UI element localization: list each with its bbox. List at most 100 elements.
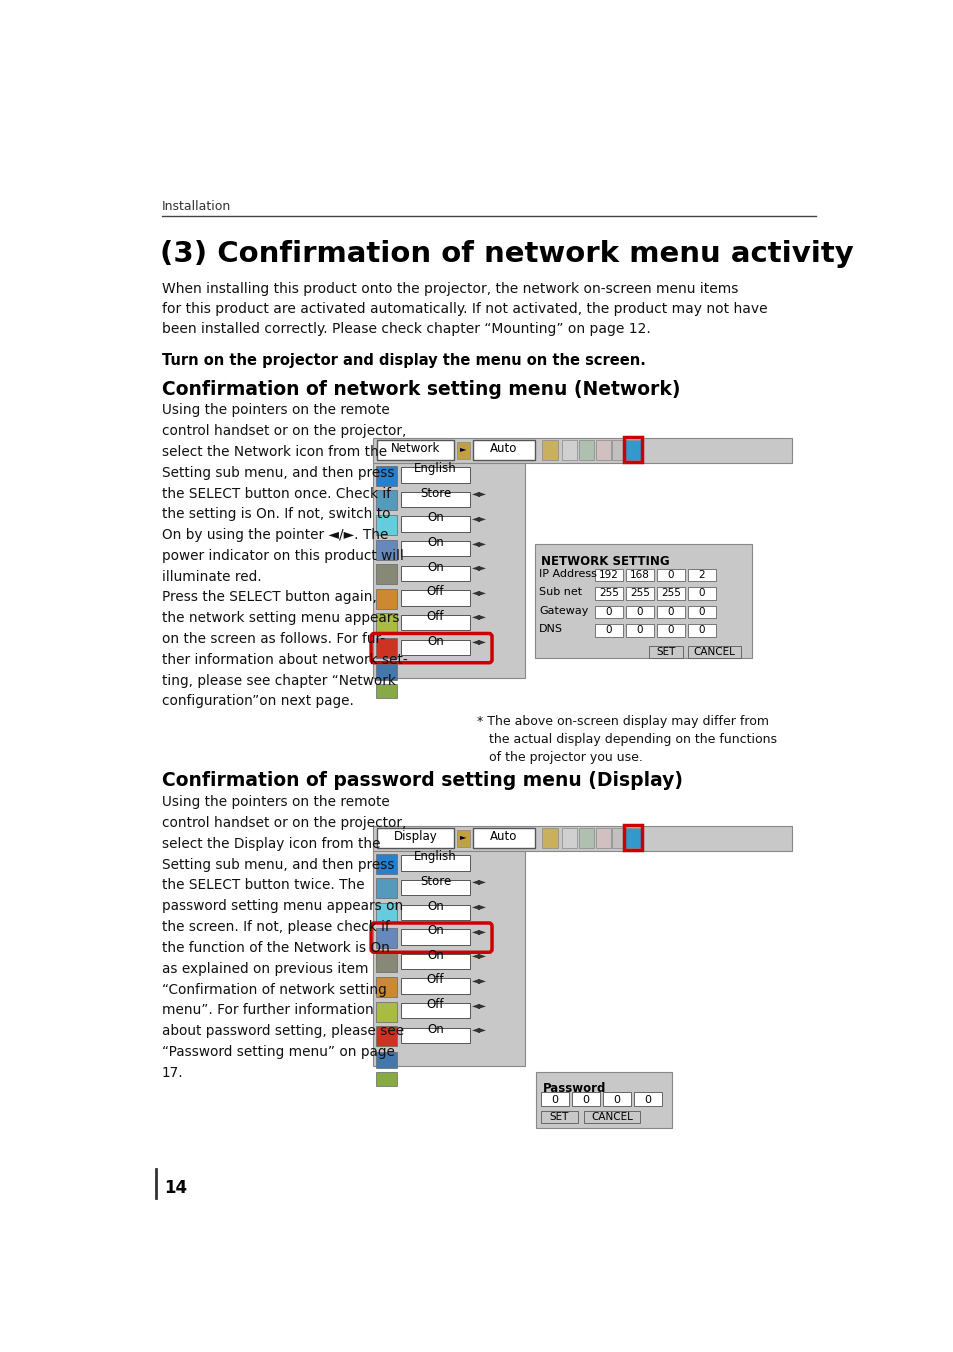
Text: 168: 168	[629, 569, 649, 580]
Text: Sub net: Sub net	[538, 587, 582, 598]
Text: Gateway: Gateway	[538, 606, 588, 615]
Text: Off: Off	[426, 998, 444, 1011]
Bar	[595, 587, 622, 599]
Bar	[375, 638, 397, 658]
Bar	[583, 1111, 639, 1124]
Text: ◄►: ◄►	[472, 512, 487, 523]
Bar	[401, 492, 469, 507]
Text: * The above on-screen display may differ from
   the actual display depending on: * The above on-screen display may differ…	[476, 715, 777, 764]
Bar	[625, 569, 654, 581]
Bar	[687, 606, 716, 618]
Bar	[375, 952, 397, 972]
Text: 14: 14	[164, 1179, 187, 1197]
Bar	[375, 515, 397, 535]
Text: On: On	[427, 561, 443, 573]
Bar	[472, 441, 534, 460]
Bar	[401, 880, 469, 895]
Bar	[540, 1092, 568, 1106]
Text: Confirmation of password setting menu (Display): Confirmation of password setting menu (D…	[162, 771, 682, 790]
Bar	[373, 826, 791, 850]
Bar	[612, 829, 627, 848]
Bar	[540, 1111, 578, 1124]
Text: ◄►: ◄►	[472, 637, 487, 646]
Bar	[375, 465, 397, 485]
Text: 0: 0	[643, 1095, 651, 1105]
Bar	[649, 646, 682, 658]
Text: ►: ►	[459, 833, 466, 841]
Bar	[375, 1002, 397, 1022]
Bar	[578, 441, 594, 460]
Bar	[456, 830, 469, 846]
Bar	[602, 1092, 630, 1106]
Text: SET: SET	[549, 1111, 569, 1122]
Text: On: On	[427, 537, 443, 549]
Text: ►: ►	[459, 445, 466, 453]
Text: Off: Off	[426, 973, 444, 987]
Text: 0: 0	[637, 625, 642, 635]
Text: Store: Store	[419, 487, 451, 500]
Text: Password: Password	[542, 1082, 605, 1095]
Text: Press the SELECT button again,
the network setting menu appears
on the screen as: Press the SELECT button again, the netwo…	[162, 591, 407, 708]
Bar	[375, 491, 397, 510]
Bar	[375, 664, 397, 680]
Bar	[401, 565, 469, 581]
Text: 255: 255	[660, 588, 680, 598]
Text: ◄►: ◄►	[472, 900, 487, 911]
Text: ◄►: ◄►	[472, 488, 487, 499]
Bar	[456, 442, 469, 458]
Bar	[657, 587, 684, 599]
Text: English: English	[414, 462, 456, 475]
Bar	[561, 829, 577, 848]
Text: On: On	[427, 511, 443, 525]
Bar	[376, 441, 454, 460]
Text: Using the pointers on the remote
control handset or on the projector,
select the: Using the pointers on the remote control…	[162, 795, 406, 1080]
Bar	[375, 1072, 397, 1086]
Text: Off: Off	[426, 610, 444, 623]
Bar	[375, 614, 397, 634]
Text: ◄►: ◄►	[472, 926, 487, 936]
Text: SET: SET	[656, 646, 676, 657]
Bar	[542, 441, 558, 460]
Text: Display: Display	[393, 830, 436, 844]
Bar	[401, 979, 469, 994]
Bar	[624, 829, 640, 848]
Text: On: On	[427, 1022, 443, 1036]
Bar	[687, 646, 740, 658]
Bar	[401, 468, 469, 483]
Bar	[375, 684, 397, 698]
Bar	[595, 569, 622, 581]
Text: On: On	[427, 949, 443, 961]
Text: 0: 0	[613, 1095, 619, 1105]
Text: 2: 2	[698, 569, 704, 580]
Text: 255: 255	[598, 588, 618, 598]
Bar	[625, 625, 654, 637]
Bar	[542, 829, 558, 848]
Bar	[401, 591, 469, 606]
Text: NETWORK SETTING: NETWORK SETTING	[540, 554, 669, 568]
Bar	[657, 625, 684, 637]
Bar	[625, 587, 654, 599]
Text: 192: 192	[598, 569, 618, 580]
Text: Using the pointers on the remote
control handset or on the projector,
select the: Using the pointers on the remote control…	[162, 403, 406, 584]
Bar	[376, 829, 454, 848]
Text: Auto: Auto	[490, 830, 517, 844]
Bar	[401, 1028, 469, 1044]
Bar	[633, 1092, 661, 1106]
Text: English: English	[414, 850, 456, 864]
Text: Turn on the projector and display the menu on the screen.: Turn on the projector and display the me…	[162, 353, 645, 368]
Bar	[595, 625, 622, 637]
Bar	[375, 564, 397, 584]
Text: ◄►: ◄►	[472, 950, 487, 960]
Text: 0: 0	[667, 607, 674, 617]
Bar	[401, 516, 469, 531]
Text: ◄►: ◄►	[472, 999, 487, 1010]
Text: 0: 0	[605, 625, 612, 635]
Text: CANCEL: CANCEL	[693, 646, 735, 657]
Text: 0: 0	[698, 607, 704, 617]
Text: On: On	[427, 899, 443, 913]
Text: 255: 255	[629, 588, 649, 598]
Text: ◄►: ◄►	[472, 611, 487, 622]
Bar	[625, 606, 654, 618]
Text: On: On	[427, 634, 443, 648]
Bar	[401, 953, 469, 969]
